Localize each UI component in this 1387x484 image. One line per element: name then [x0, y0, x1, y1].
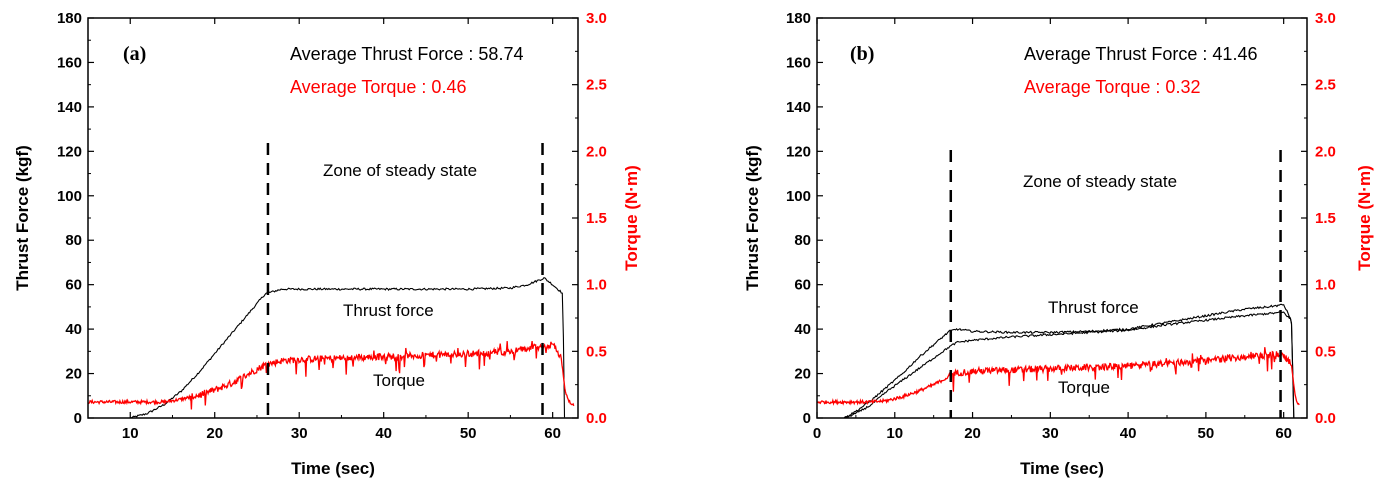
panel-b: 0 10 20 30 40 50 60 0 20 40 60 80 100 120 140 160 180 0.0… [743, 10, 1374, 478]
y-left-tick-label: 40 [65, 321, 82, 338]
x-tick-label: 60 [544, 425, 561, 442]
panel-a-ticks: 10 20 30 40 50 60 0 20 40 60 80 100 120 140 160 180 0.0 0… [57, 10, 607, 442]
panel-b-y-title-right: Torque (N·m) [1355, 165, 1374, 270]
y-right-tick-label: 0.0 [1315, 410, 1336, 427]
panel-a-y-title-left: Thrust Force (kgf) [13, 145, 32, 290]
panel-a-y-title-right: Torque (N·m) [622, 165, 641, 270]
panel-b-label: (b) [850, 43, 874, 65]
y-left-tick-label: 60 [794, 277, 811, 294]
y-right-tick-label: 0.5 [586, 343, 607, 360]
panel-a-avg-thrust: Average Thrust Force : 58.74 [290, 44, 523, 64]
x-tick-label: 10 [122, 425, 139, 442]
x-tick-label: 30 [291, 425, 308, 442]
y-left-tick-label: 40 [794, 321, 811, 338]
y-right-tick-label: 2.0 [1315, 143, 1336, 160]
y-left-tick-label: 20 [65, 366, 82, 383]
panel-b-avg-torque: Average Torque : 0.32 [1024, 77, 1200, 97]
y-right-tick-label: 2.5 [1315, 77, 1336, 94]
x-tick-label: 10 [886, 425, 903, 442]
y-left-tick-label: 180 [786, 10, 811, 27]
panel-a-avg-torque: Average Torque : 0.46 [290, 77, 466, 97]
x-tick-label: 50 [460, 425, 477, 442]
panel-b-torque-label: Torque [1058, 378, 1110, 397]
y-left-tick-label: 0 [803, 410, 811, 427]
y-left-tick-label: 0 [74, 410, 82, 427]
torque-series-line-2 [817, 347, 1300, 406]
y-left-tick-label: 100 [786, 188, 811, 205]
y-right-tick-label: 2.5 [586, 77, 607, 94]
y-right-tick-label: 0.5 [1315, 343, 1336, 360]
x-tick-label: 30 [1042, 425, 1059, 442]
y-right-tick-label: 1.5 [586, 210, 607, 227]
y-left-tick-label: 80 [794, 232, 811, 249]
y-left-tick-label: 180 [57, 10, 82, 27]
y-left-tick-label: 140 [57, 99, 82, 116]
x-tick-label: 50 [1198, 425, 1215, 442]
x-tick-label: 0 [813, 425, 821, 442]
x-tick-label: 20 [206, 425, 223, 442]
panel-a-x-title: Time (sec) [291, 459, 375, 478]
panel-b-y-title-left: Thrust Force (kgf) [743, 145, 762, 290]
y-right-tick-label: 1.0 [586, 277, 607, 294]
panel-b-x-title: Time (sec) [1020, 459, 1104, 478]
torque-series-line-1 [88, 341, 575, 410]
y-left-tick-label: 120 [57, 143, 82, 160]
panel-b-ticks: 0 10 20 30 40 50 60 0 20 40 60 80 100 120 140 160 180 0.0… [786, 10, 1336, 442]
panel-a-thrust-label: Thrust force [343, 301, 434, 320]
x-tick-label: 20 [964, 425, 981, 442]
y-left-tick-label: 80 [65, 232, 82, 249]
y-right-tick-label: 3.0 [1315, 10, 1336, 27]
panel-b-thrust-label: Thrust force [1048, 298, 1139, 317]
y-left-tick-label: 120 [786, 143, 811, 160]
y-right-tick-label: 1.0 [1315, 277, 1336, 294]
y-left-tick-label: 60 [65, 277, 82, 294]
panel-a-zone-label: Zone of steady state [323, 161, 477, 180]
y-right-tick-label: 3.0 [586, 10, 607, 27]
panel-a-torque-label: Torque [373, 371, 425, 390]
thrust-series-line-0 [843, 303, 1295, 418]
panel-b-marks [817, 150, 1300, 418]
y-left-tick-label: 160 [786, 54, 811, 71]
y-left-tick-label: 160 [57, 54, 82, 71]
panel-a: 10 20 30 40 50 60 0 20 40 60 80 100 120 140 160 180 0.0 0… [13, 10, 641, 478]
y-left-tick-label: 100 [57, 188, 82, 205]
y-left-tick-label: 20 [794, 366, 811, 383]
y-right-tick-label: 0.0 [586, 410, 607, 427]
panel-a-marks [88, 143, 575, 418]
panel-b-zone-label: Zone of steady state [1023, 172, 1177, 191]
x-tick-label: 40 [375, 425, 392, 442]
x-tick-label: 40 [1120, 425, 1137, 442]
thrust-series-line-1 [844, 311, 1295, 418]
y-right-tick-label: 2.0 [586, 143, 607, 160]
y-right-tick-label: 1.5 [1315, 210, 1336, 227]
panel-b-avg-thrust: Average Thrust Force : 41.46 [1024, 44, 1257, 64]
y-left-tick-label: 140 [786, 99, 811, 116]
panel-a-label: (a) [123, 43, 146, 65]
x-tick-label: 60 [1275, 425, 1292, 442]
thrust-series-line-0 [130, 277, 566, 418]
